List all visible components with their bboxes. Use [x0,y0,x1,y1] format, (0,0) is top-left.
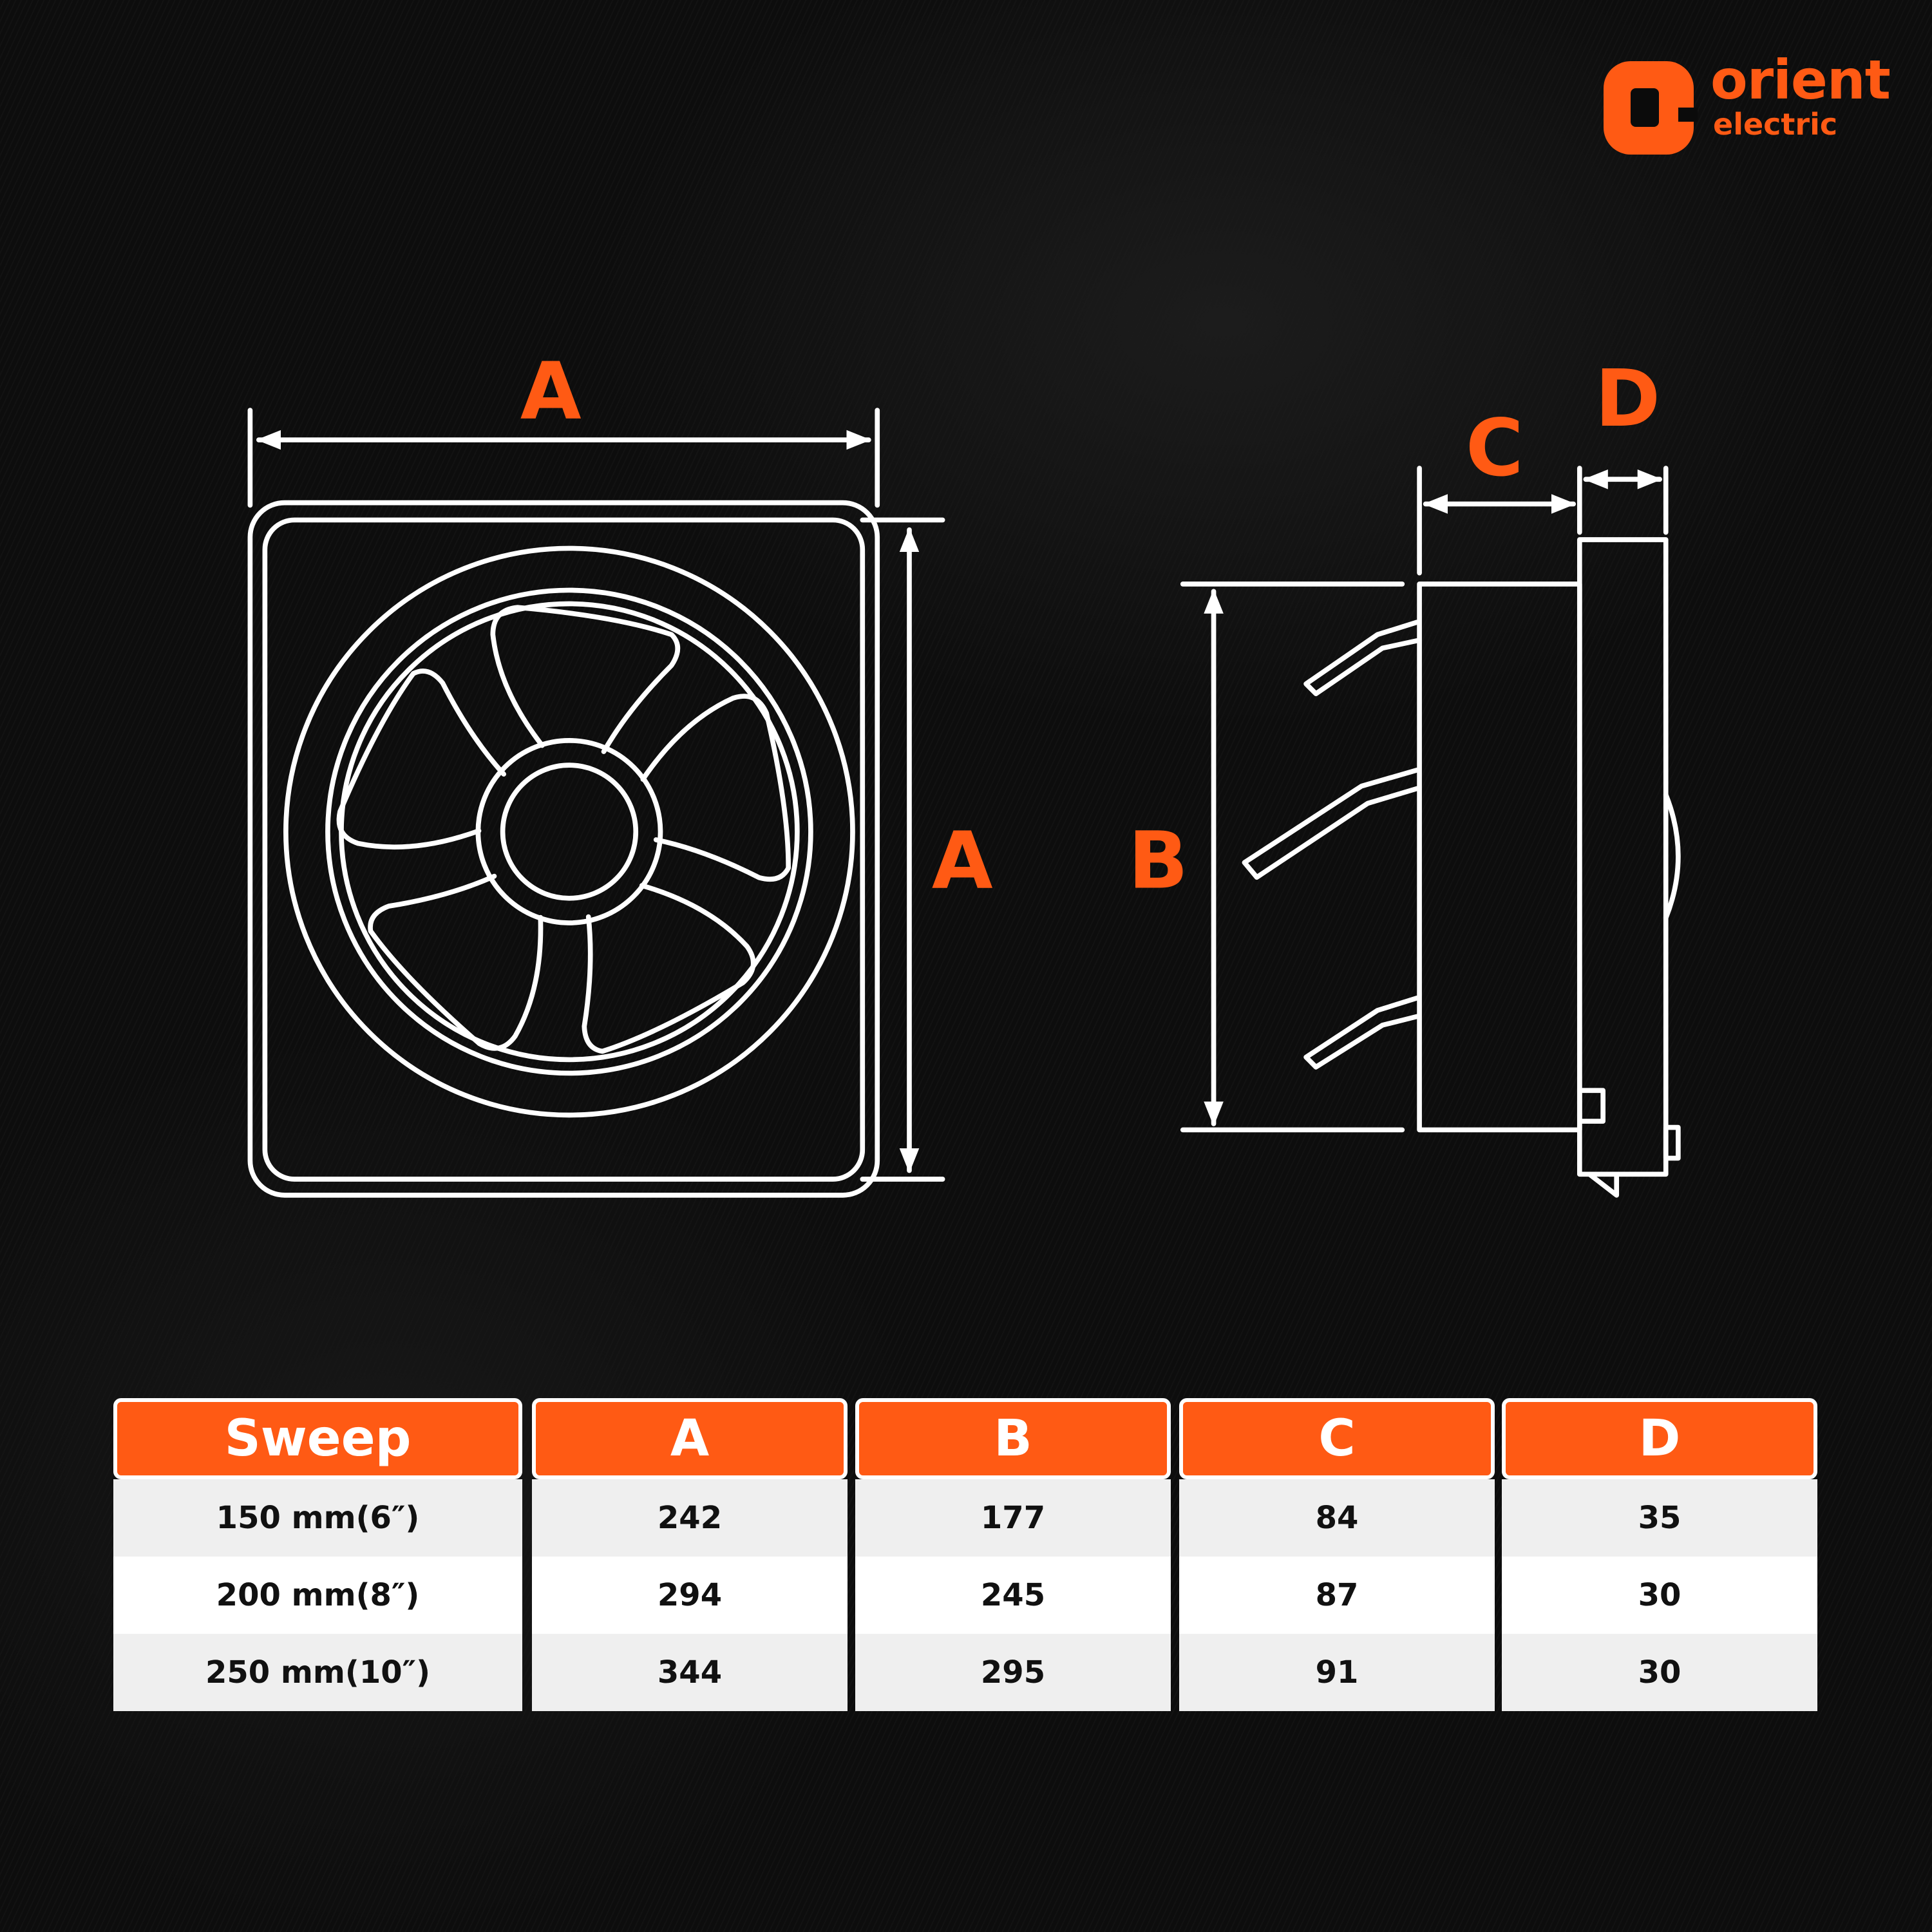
table-header: B [855,1398,1171,1479]
table-cell: 30 [1502,1557,1817,1634]
table-cell: 294 [532,1557,848,1634]
side-view [1242,537,1681,1198]
table-cell: 250 mm(10″) [113,1634,522,1711]
table-cell: 245 [855,1557,1171,1634]
fan-blades [336,605,791,1054]
fan-blade [640,694,791,882]
front-view [247,500,880,1198]
table-column: D 35 30 30 [1502,1398,1817,1711]
table-cell: 295 [855,1634,1171,1711]
hub [475,738,663,925]
brand-name: orient [1710,48,1891,111]
label-a-top: A [520,345,582,437]
table-column: C 84 87 91 [1179,1398,1495,1711]
outer-frame [247,500,880,1198]
table-cell: 84 [1179,1479,1495,1557]
table-header: D [1502,1398,1817,1479]
fan-blade [368,873,544,1051]
table-column: B 177 245 295 [855,1398,1171,1711]
table-cell: 242 [532,1479,848,1557]
table-cell: 30 [1502,1634,1817,1711]
outer-ring [283,545,855,1118]
table-cell: 200 mm(8″) [113,1557,522,1634]
table-cell: 177 [855,1479,1171,1557]
table-cell: 87 [1179,1557,1495,1634]
label-d: D [1595,352,1661,444]
fan-blade [582,883,756,1054]
label-a-side: A [932,815,993,907]
label-c: C [1466,402,1524,494]
label-b: B [1128,815,1188,907]
table-cell: 35 [1502,1479,1817,1557]
table-cell: 91 [1179,1634,1495,1711]
table-header: Sweep [113,1398,522,1479]
logo-mark [1604,61,1698,155]
fan-blade [490,605,681,754]
table-header: A [532,1398,848,1479]
table-cell: 344 [532,1634,848,1711]
table-cell: 150 mm(6″) [113,1479,522,1557]
fan-blade [336,668,507,850]
table-column: A 242 294 344 [532,1398,848,1711]
table-column: Sweep 150 mm(6″) 200 mm(8″) 250 mm(10″) [113,1398,522,1711]
inner-frame [262,517,866,1182]
table-header: C [1179,1398,1495,1479]
brand-subname: electric [1713,107,1838,142]
